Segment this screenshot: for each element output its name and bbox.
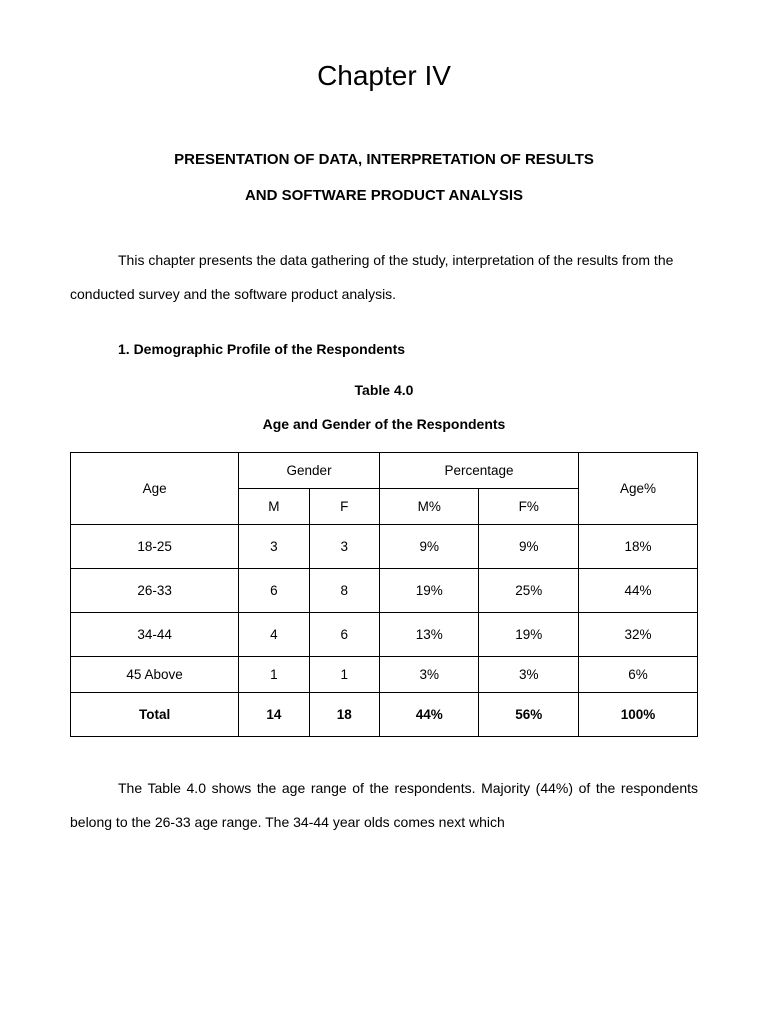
table-total-row: Total 14 18 44% 56% 100% — [71, 693, 698, 737]
table-row: 18-25 3 3 9% 9% 18% — [71, 525, 698, 569]
cell-f-pct: 25% — [479, 569, 579, 613]
cell-m-pct: 3% — [379, 657, 479, 693]
table-row: 26-33 6 8 19% 25% 44% — [71, 569, 698, 613]
header-m-pct: M% — [379, 489, 479, 525]
sub-heading: 1. Demographic Profile of the Respondent… — [118, 341, 698, 357]
cell-total-f-pct: 56% — [479, 693, 579, 737]
cell-f-pct: 9% — [479, 525, 579, 569]
cell-age-pct: 6% — [579, 657, 698, 693]
cell-m-pct: 19% — [379, 569, 479, 613]
section-heading-line1: PRESENTATION OF DATA, INTERPRETATION OF … — [70, 142, 698, 178]
cell-m: 1 — [239, 657, 309, 693]
cell-age: 34-44 — [71, 613, 239, 657]
cell-age: 18-25 — [71, 525, 239, 569]
cell-f-pct: 19% — [479, 613, 579, 657]
cell-total-age-pct: 100% — [579, 693, 698, 737]
closing-paragraph: The Table 4.0 shows the age range of the… — [70, 772, 698, 839]
header-f: F — [309, 489, 379, 525]
intro-paragraph: This chapter presents the data gathering… — [70, 244, 698, 311]
cell-m: 4 — [239, 613, 309, 657]
cell-m-pct: 13% — [379, 613, 479, 657]
section-heading-line2: AND SOFTWARE PRODUCT ANALYSIS — [70, 178, 698, 214]
cell-age-pct: 44% — [579, 569, 698, 613]
table-label: Table 4.0 — [70, 382, 698, 398]
cell-m: 6 — [239, 569, 309, 613]
cell-age: 45 Above — [71, 657, 239, 693]
cell-m-pct: 9% — [379, 525, 479, 569]
respondents-table: Age Gender Percentage Age% M F M% F% 18-… — [70, 452, 698, 737]
cell-f: 6 — [309, 613, 379, 657]
cell-f: 3 — [309, 525, 379, 569]
header-age: Age — [71, 453, 239, 525]
table-row: 34-44 4 6 13% 19% 32% — [71, 613, 698, 657]
document-page: Chapter IV PRESENTATION OF DATA, INTERPR… — [0, 0, 768, 879]
header-m: M — [239, 489, 309, 525]
chapter-title: Chapter IV — [70, 60, 698, 92]
table-header-row-1: Age Gender Percentage Age% — [71, 453, 698, 489]
cell-age-pct: 32% — [579, 613, 698, 657]
cell-f: 1 — [309, 657, 379, 693]
cell-f-pct: 3% — [479, 657, 579, 693]
header-gender: Gender — [239, 453, 380, 489]
cell-total-label: Total — [71, 693, 239, 737]
cell-total-m-pct: 44% — [379, 693, 479, 737]
header-f-pct: F% — [479, 489, 579, 525]
cell-age: 26-33 — [71, 569, 239, 613]
cell-m: 3 — [239, 525, 309, 569]
cell-age-pct: 18% — [579, 525, 698, 569]
table-row: 45 Above 1 1 3% 3% 6% — [71, 657, 698, 693]
cell-total-f: 18 — [309, 693, 379, 737]
section-heading: PRESENTATION OF DATA, INTERPRETATION OF … — [70, 142, 698, 214]
header-age-pct: Age% — [579, 453, 698, 525]
cell-total-m: 14 — [239, 693, 309, 737]
cell-f: 8 — [309, 569, 379, 613]
header-percentage: Percentage — [379, 453, 578, 489]
table-caption: Age and Gender of the Respondents — [70, 416, 698, 432]
